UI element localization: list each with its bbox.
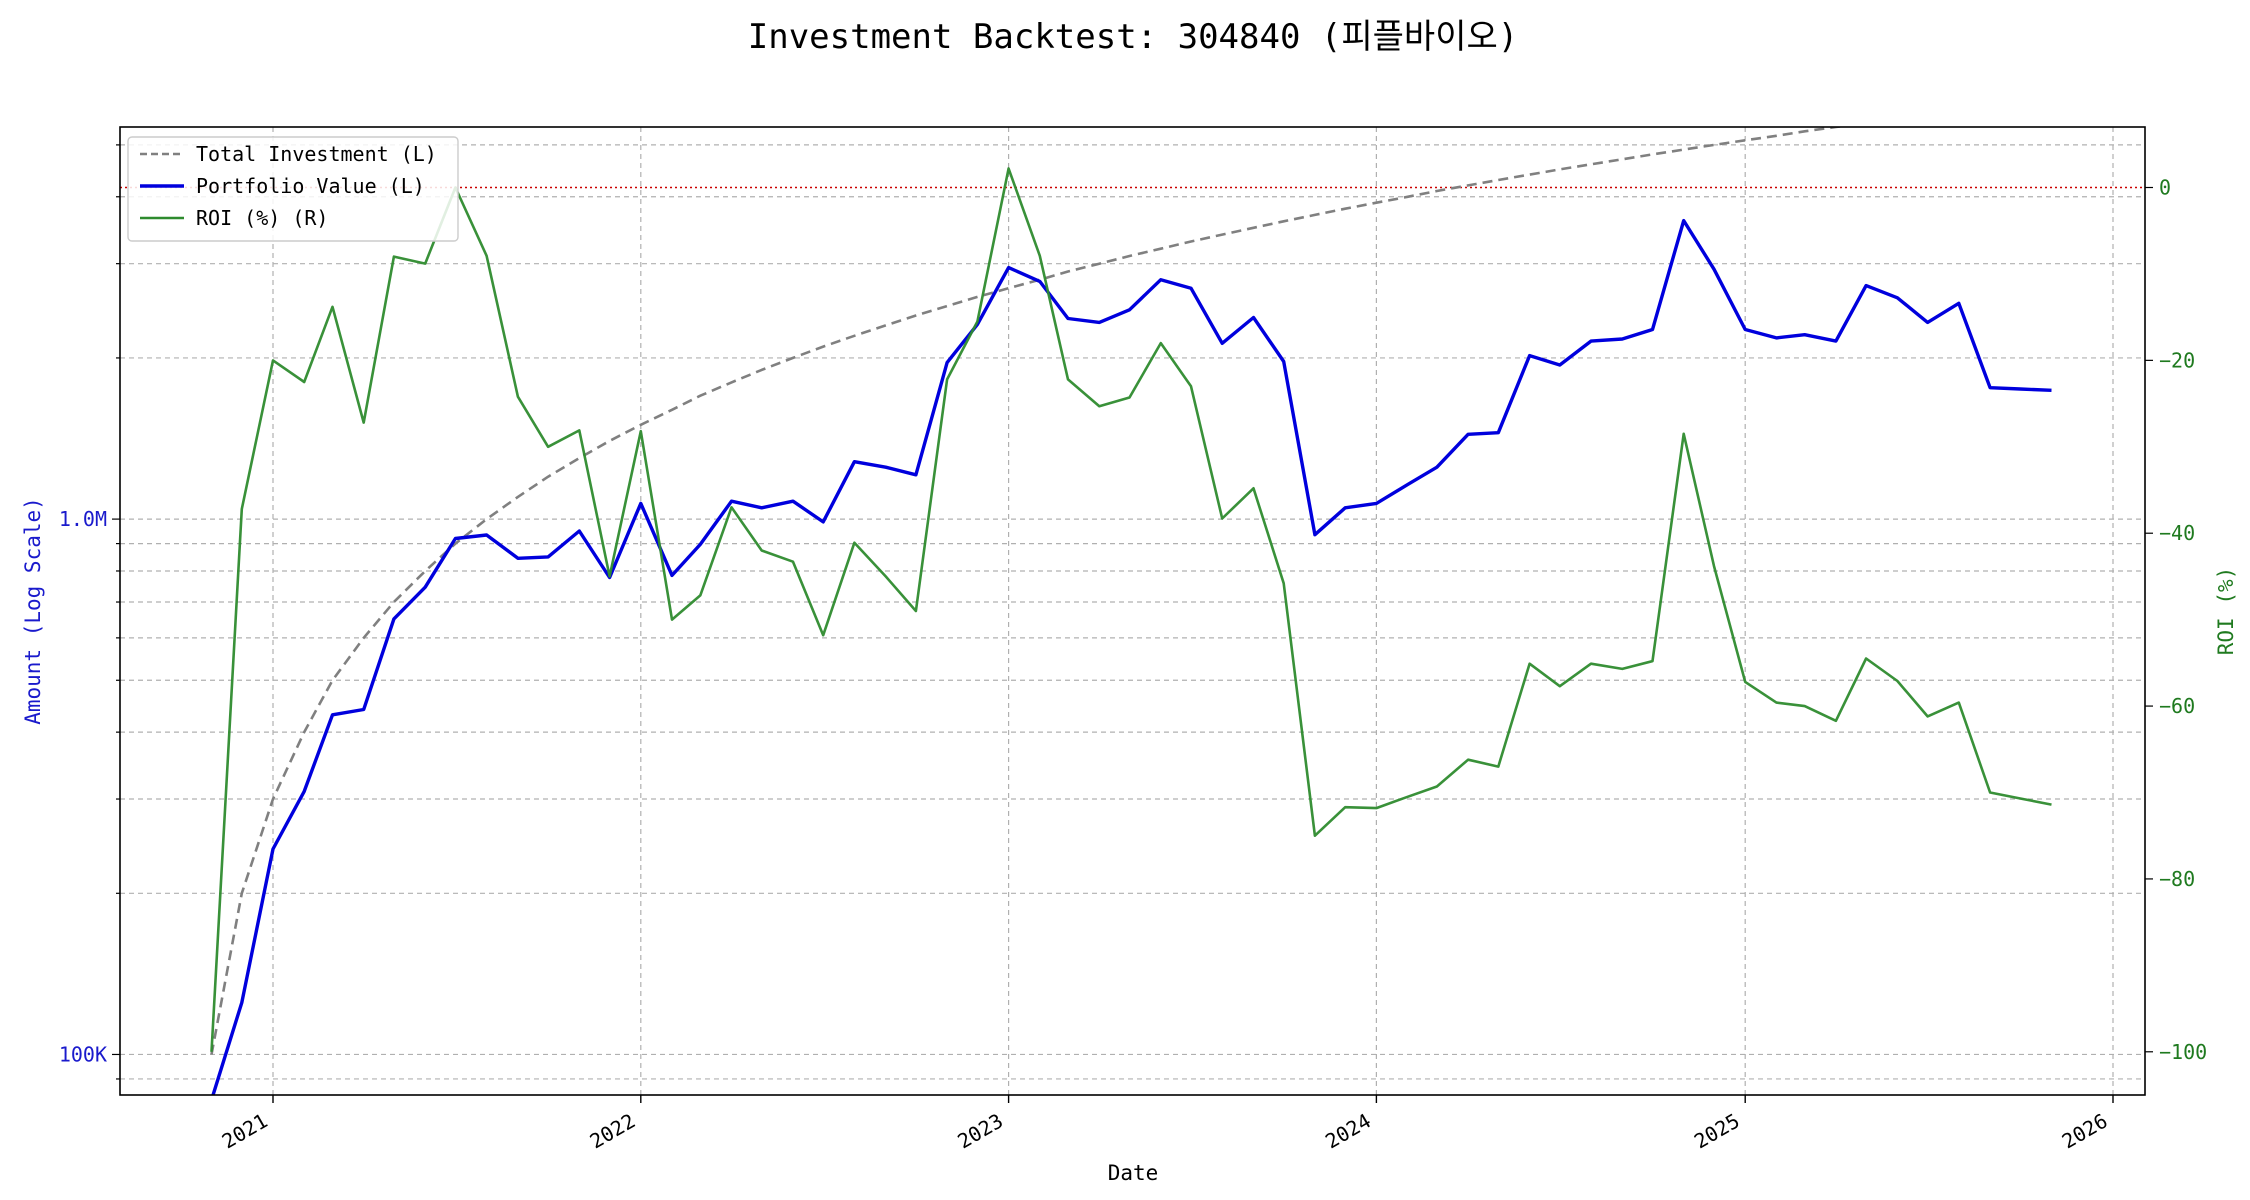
left-y-axis: 100K 1.0M — [59, 144, 120, 1080]
x-tick-label: 2022 — [586, 1109, 640, 1154]
x-tick-label: 2021 — [218, 1109, 272, 1154]
series-group — [210, 127, 2052, 1095]
legend-box — [127, 136, 459, 242]
right-y-tick-label: −80 — [2159, 867, 2195, 891]
right-y-tick-label: −60 — [2159, 694, 2195, 718]
right-y-tick-label: −100 — [2159, 1040, 2207, 1064]
plot-frame — [119, 126, 2146, 1096]
grid — [120, 127, 2145, 1095]
left-y-tick-label: 1.0M — [59, 507, 107, 531]
left-y-tick-label: 100K — [59, 1042, 107, 1066]
right-y-tick-label: −40 — [2159, 521, 2195, 545]
roi-line — [210, 167, 2052, 1052]
x-tick-label: 2025 — [1690, 1109, 1744, 1154]
right-y-tick-label: 0 — [2159, 176, 2171, 200]
right-y-axis: 0 −20 −40 −60 −80 −100 — [2145, 176, 2207, 1064]
x-axis: 2021 2022 2023 2024 2025 2026 — [218, 1095, 2114, 1154]
x-tick-label: 2026 — [2058, 1109, 2112, 1154]
legend: Total Investment (L) Portfolio Value (L)… — [127, 136, 459, 242]
left-y-axis-label: Amount (Log Scale) — [21, 497, 45, 725]
right-y-axis-label: ROI (%) — [2214, 567, 2238, 656]
legend-label-portfolio-value: Portfolio Value (L) — [196, 174, 425, 198]
legend-label-total-investment: Total Investment (L) — [196, 142, 437, 166]
legend-label-roi: ROI (%) (R) — [196, 206, 328, 230]
total-investment-line — [210, 127, 1846, 1055]
portfolio-value-line — [211, 218, 2052, 1095]
x-tick-label: 2023 — [953, 1109, 1007, 1154]
chart-title: Investment Backtest: 304840 (피플바이오) — [748, 17, 1519, 57]
right-y-tick-label: −20 — [2159, 348, 2195, 372]
x-tick-label: 2024 — [1321, 1109, 1375, 1154]
x-axis-label: Date — [1108, 1161, 1159, 1185]
